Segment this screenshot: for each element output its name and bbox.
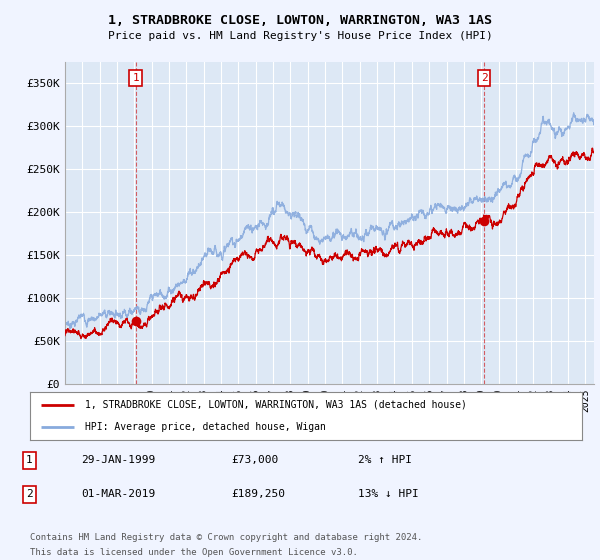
Text: This data is licensed under the Open Government Licence v3.0.: This data is licensed under the Open Gov…	[30, 548, 358, 557]
Text: 13% ↓ HPI: 13% ↓ HPI	[358, 489, 418, 500]
Text: 2% ↑ HPI: 2% ↑ HPI	[358, 455, 412, 465]
Text: 29-JAN-1999: 29-JAN-1999	[81, 455, 155, 465]
Text: Price paid vs. HM Land Registry's House Price Index (HPI): Price paid vs. HM Land Registry's House …	[107, 31, 493, 41]
Text: 2: 2	[481, 73, 488, 83]
Text: 1: 1	[132, 73, 139, 83]
Text: HPI: Average price, detached house, Wigan: HPI: Average price, detached house, Wiga…	[85, 422, 326, 432]
Text: £189,250: £189,250	[231, 489, 285, 500]
Text: £73,000: £73,000	[231, 455, 278, 465]
Text: 1: 1	[26, 455, 32, 465]
Text: 01-MAR-2019: 01-MAR-2019	[81, 489, 155, 500]
Text: 1, STRADBROKE CLOSE, LOWTON, WARRINGTON, WA3 1AS (detached house): 1, STRADBROKE CLOSE, LOWTON, WARRINGTON,…	[85, 400, 467, 410]
Text: 1, STRADBROKE CLOSE, LOWTON, WARRINGTON, WA3 1AS: 1, STRADBROKE CLOSE, LOWTON, WARRINGTON,…	[108, 14, 492, 27]
Text: 2: 2	[26, 489, 32, 500]
Text: Contains HM Land Registry data © Crown copyright and database right 2024.: Contains HM Land Registry data © Crown c…	[30, 533, 422, 542]
